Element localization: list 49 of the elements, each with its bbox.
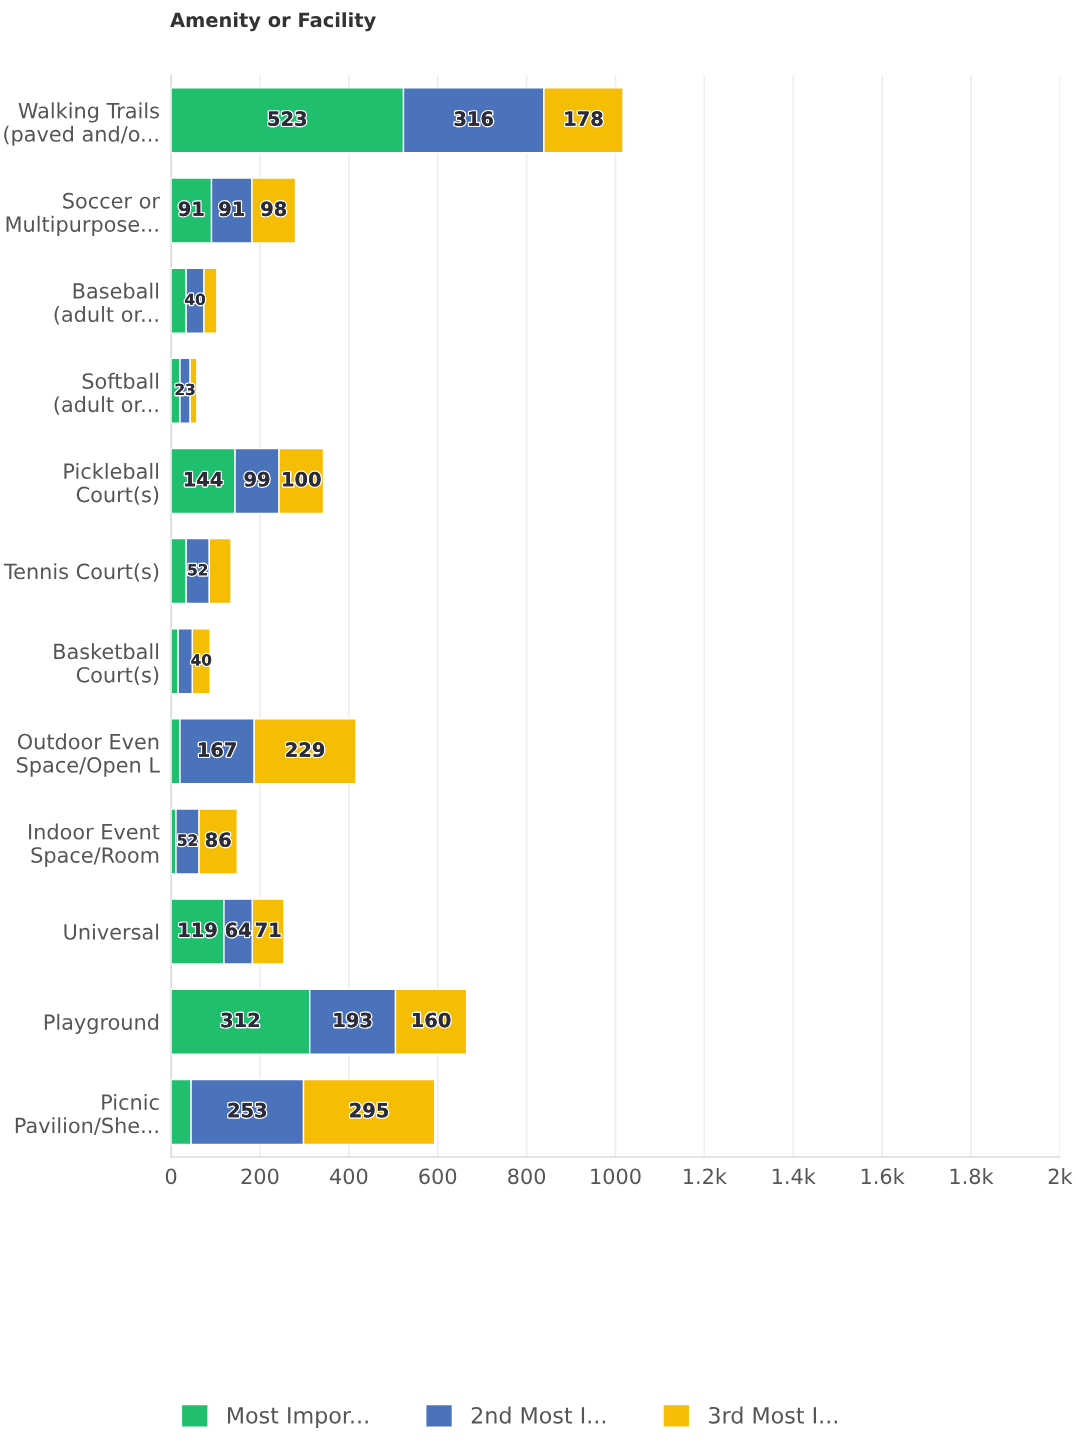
x-tick-label: 800 — [508, 1168, 546, 1185]
x-tick-label: 1.4k — [772, 1168, 816, 1184]
y-tick-label: Walking Trails (paved and/o... — [4, 102, 159, 146]
legend-label: Most Impor... — [228, 1407, 368, 1428]
y-tick-label: Soccer or Multipurpose... — [6, 192, 160, 236]
x-tick-label: 1.8k — [950, 1168, 994, 1185]
y-tick-label: Playground — [44, 1013, 159, 1034]
y-tick-label: Softball (adult or... — [54, 372, 159, 415]
data-label: 144 — [184, 472, 223, 487]
y-axis-title: Amenity or Facility — [170, 12, 376, 32]
legend-label: 3rd Most I... — [709, 1406, 837, 1424]
x-tick-label: 1.6k — [861, 1168, 905, 1185]
data-label: 253 — [228, 1102, 267, 1118]
y-tick-label: Outdoor Even Space/Open L — [16, 733, 160, 777]
y-tick-label: Baseball (adult or... — [54, 282, 159, 325]
data-label: 86 — [205, 832, 231, 848]
data-label: 98 — [261, 201, 287, 217]
y-tick-label: Tennis Court(s) — [3, 563, 159, 582]
y-tick-label: Universal — [64, 923, 159, 940]
data-label: 229 — [286, 742, 325, 757]
data-label: 167 — [198, 742, 236, 757]
data-label: 52 — [178, 834, 197, 846]
data-label: 316 — [454, 111, 493, 127]
data-label: 160 — [412, 1012, 451, 1028]
x-tick-label: 600 — [419, 1168, 457, 1185]
data-label: 193 — [334, 1012, 372, 1028]
x-tick-label: 0 — [165, 1168, 177, 1185]
x-tick-label: 1.2k — [684, 1168, 727, 1184]
data-label: 64 — [225, 922, 251, 938]
data-label: 99 — [244, 471, 270, 487]
y-tick-label: Indoor Event Space/Room — [29, 823, 160, 867]
x-tick-label: 200 — [241, 1168, 279, 1185]
data-label: 52 — [188, 563, 208, 576]
x-tick-label: 1000 — [591, 1168, 641, 1185]
y-tick-label: Pickleball Court(s) — [64, 462, 159, 505]
data-label: 312 — [221, 1012, 260, 1028]
y-tick-label: Basketball Court(s) — [54, 643, 159, 686]
data-label: 178 — [565, 111, 603, 127]
data-label: 119 — [179, 922, 217, 938]
data-label: 100 — [283, 471, 321, 487]
data-label: 295 — [350, 1102, 388, 1118]
x-tick-label: 2k — [1048, 1168, 1073, 1184]
data-label: 71 — [255, 922, 281, 937]
data-label: 523 — [268, 111, 307, 127]
legend-label: 2nd Most I... — [471, 1406, 606, 1424]
x-tick-label: 400 — [329, 1168, 368, 1185]
data-label: 91 — [219, 201, 244, 217]
data-label: 91 — [178, 201, 204, 217]
y-tick-label: Picnic Pavilion/She... — [15, 1093, 159, 1135]
